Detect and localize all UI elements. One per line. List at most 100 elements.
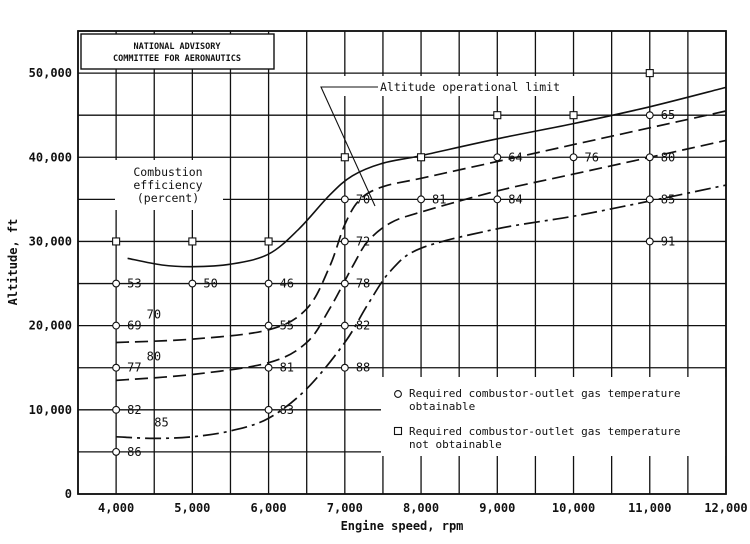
y-tick-label: 20,000	[29, 319, 72, 333]
point-label: 69	[127, 319, 141, 333]
y-tick-label: 30,000	[29, 234, 72, 248]
header-line-1: NATIONAL ADVISORY	[134, 42, 222, 52]
efficiency-curve-85	[116, 184, 727, 440]
obtainable-marker	[112, 321, 121, 330]
limit-leader-line	[320, 86, 378, 207]
obtainable-marker	[112, 405, 121, 414]
not-obtainable-marker	[340, 153, 349, 162]
point-label: 64	[508, 150, 522, 164]
x-tick-label: 5,000	[174, 501, 210, 515]
point-label: 55	[280, 319, 294, 333]
point-label: 86	[127, 445, 141, 459]
point-label: 83	[280, 403, 294, 417]
legend-obtainable-line-1: Required combustor-outlet gas temperatur…	[409, 387, 681, 400]
obtainable-marker	[340, 279, 349, 288]
obtainable-marker	[112, 447, 121, 456]
legend-not-obtainable-line-2: not obtainable	[409, 438, 502, 451]
obtainable-marker	[340, 195, 349, 204]
obtainable-marker	[569, 153, 578, 162]
point-label: 72	[356, 234, 370, 248]
not-obtainable-marker	[569, 111, 578, 120]
not-obtainable-marker	[264, 237, 273, 246]
curve-label: 85	[154, 415, 168, 429]
x-tick-label: 4,000	[98, 501, 134, 515]
curve-label: 70	[147, 308, 161, 322]
legend-circle-marker	[394, 390, 402, 398]
point-label: 80	[661, 150, 675, 164]
y-tick-label: 0	[65, 487, 72, 501]
not-obtainable-marker	[493, 111, 502, 120]
y-tick-label: 10,000	[29, 403, 72, 417]
efficiency-curve-80	[116, 139, 727, 382]
obtainable-marker	[645, 153, 654, 162]
obtainable-marker	[340, 363, 349, 372]
y-tick-label: 40,000	[29, 150, 72, 164]
point-label: 84	[508, 192, 522, 206]
x-tick-label: 6,000	[251, 501, 287, 515]
point-label: 88	[356, 361, 370, 375]
plot-border	[77, 30, 727, 495]
not-obtainable-marker	[645, 69, 654, 78]
altitude-limit-curve	[127, 86, 727, 268]
axis-ticks: 4,000 5,000 6,000 7,000 8,000 9,000 10,000 11,0…	[29, 66, 748, 515]
point-label: 50	[203, 277, 217, 291]
x-tick-label: 9,000	[479, 501, 515, 515]
y-tick-label: 50,000	[29, 66, 72, 80]
point-label: 53	[127, 277, 141, 291]
x-axis-title: Engine speed, rpm	[341, 519, 464, 533]
point-label: 78	[356, 277, 370, 291]
point-label: 65	[661, 108, 675, 122]
obtainable-marker	[645, 111, 654, 120]
efficiency-annotation-line-1: Combustion	[133, 165, 202, 179]
point-label: 46	[280, 277, 294, 291]
plot-frame	[77, 30, 727, 495]
legend-obtainable-line-2: obtainable	[409, 400, 475, 413]
obtainable-marker	[188, 279, 197, 288]
legend-square-marker	[393, 426, 403, 436]
obtainable-marker	[264, 321, 273, 330]
obtainable-marker	[645, 237, 654, 246]
obtainable-marker	[112, 279, 121, 288]
limit-annotation: Altitude operational limit	[380, 80, 560, 94]
efficiency-curves: 70 80 85	[116, 86, 727, 440]
not-obtainable-marker	[188, 237, 197, 246]
x-tick-label: 11,000	[628, 501, 671, 515]
obtainable-marker	[340, 237, 349, 246]
annotations: Altitude operational limit Combustion ef…	[115, 76, 598, 210]
efficiency-curve-70	[116, 110, 727, 344]
obtainable-marker	[264, 279, 273, 288]
not-obtainable-marker	[112, 237, 121, 246]
x-tick-label: 8,000	[403, 501, 439, 515]
point-label: 82	[127, 403, 141, 417]
point-label: 70	[356, 192, 370, 206]
point-label: 85	[661, 192, 675, 206]
header-line-2: COMMITTEE FOR AERONAUTICS	[113, 54, 241, 64]
obtainable-marker	[340, 321, 349, 330]
not-obtainable-marker	[417, 153, 426, 162]
x-tick-label: 7,000	[327, 501, 363, 515]
y-axis-title: Altitude, ft	[6, 219, 20, 306]
point-label: 76	[585, 150, 599, 164]
point-label: 81	[432, 192, 446, 206]
obtainable-marker	[264, 405, 273, 414]
legend-not-obtainable-line-1: Required combustor-outlet gas temperatur…	[409, 425, 681, 438]
efficiency-annotation-line-2: efficiency	[133, 178, 202, 192]
obtainable-marker	[493, 195, 502, 204]
point-label: 77	[127, 361, 141, 375]
efficiency-annotation-line-3: (percent)	[137, 191, 199, 205]
x-tick-label: 10,000	[552, 501, 595, 515]
obtainable-marker	[645, 195, 654, 204]
header-box: NATIONAL ADVISORY COMMITTEE FOR AERONAUT…	[80, 33, 275, 70]
obtainable-marker	[493, 153, 502, 162]
x-tick-label: 12,000	[704, 501, 747, 515]
obtainable-marker	[112, 363, 121, 372]
legend: Required combustor-outlet gas temperatur…	[381, 377, 726, 456]
obtainable-marker	[417, 195, 426, 204]
data-points: 53 69 77 82 86 50 46 55 81 83 70 72 78 82 88 81 64 84 76 65…	[112, 69, 675, 459]
curve-label: 80	[147, 350, 161, 364]
point-label: 81	[280, 361, 294, 375]
point-label: 82	[356, 319, 370, 333]
point-label: 91	[661, 234, 675, 248]
